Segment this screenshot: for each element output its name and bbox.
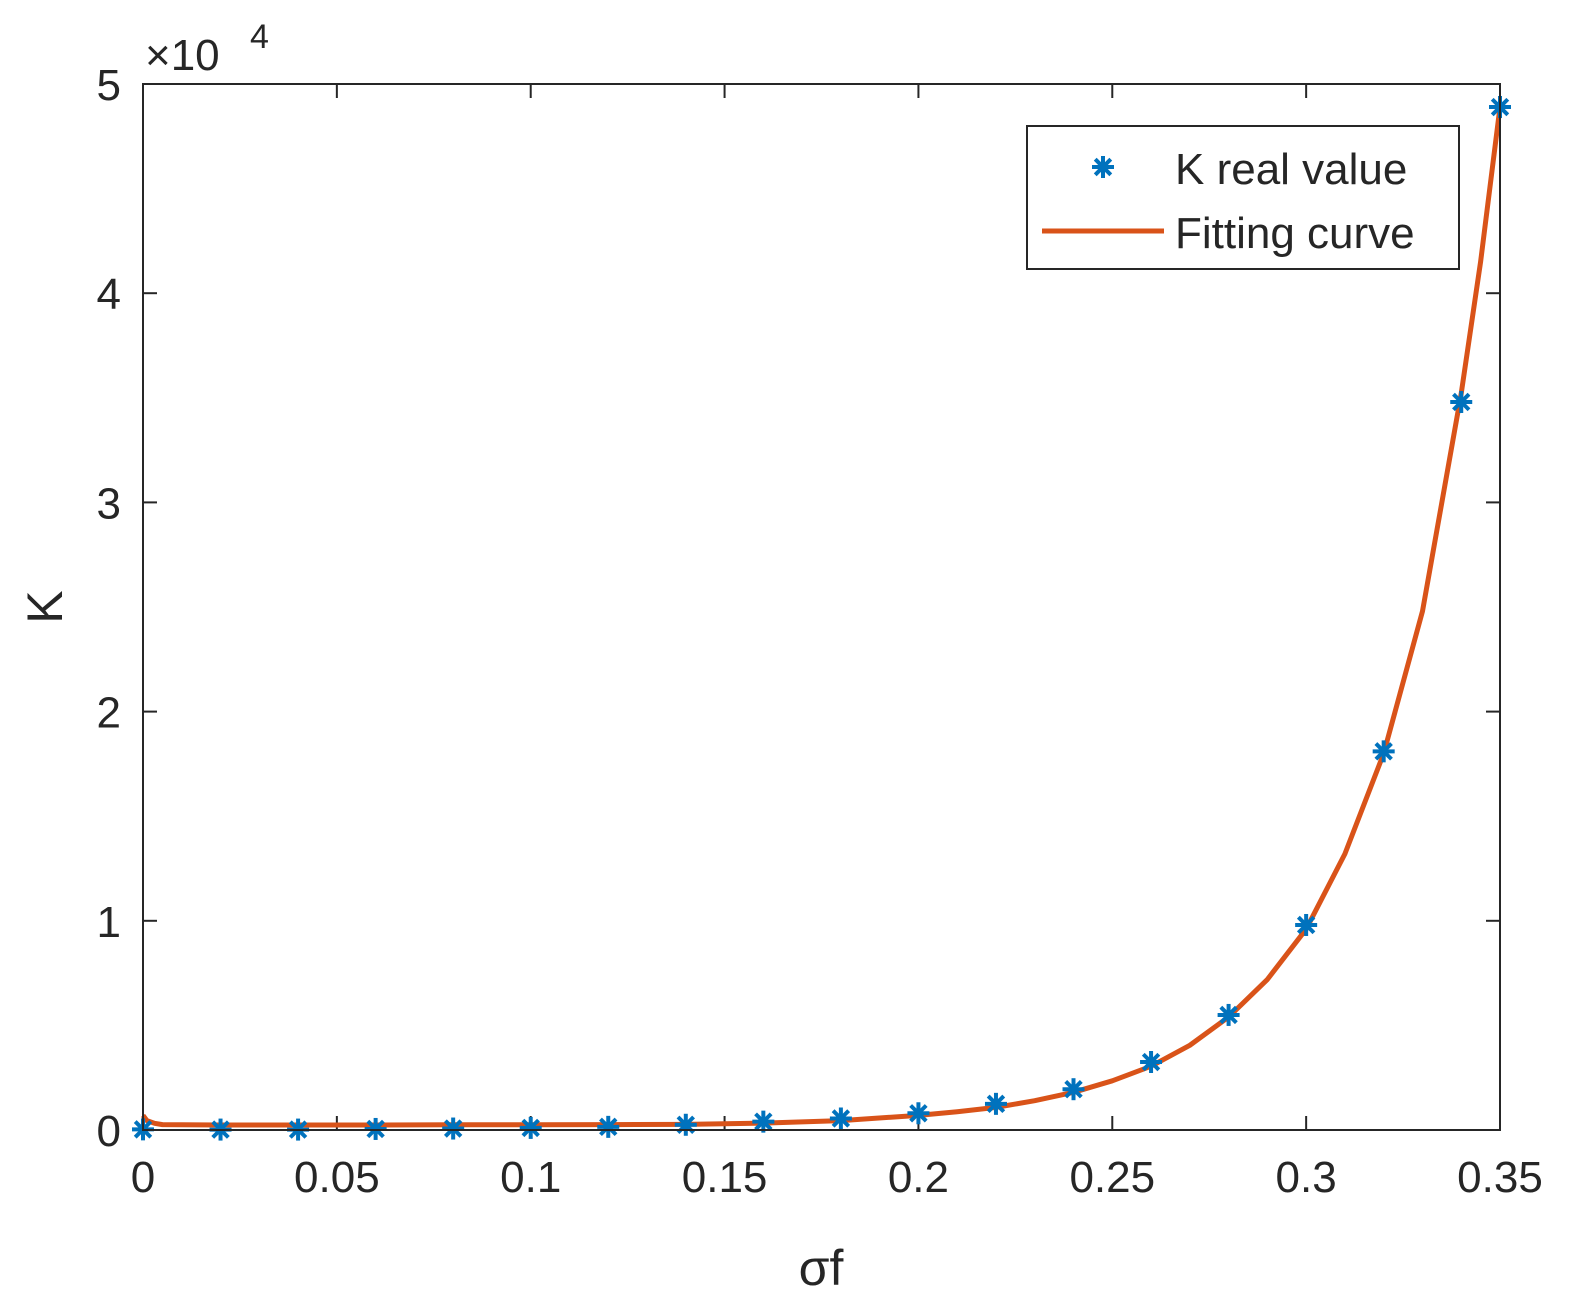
data-point-k-real-value <box>519 1116 542 1139</box>
data-point-k-real-value <box>1450 390 1473 413</box>
legend-label-k-real-value: K real value <box>1175 145 1407 194</box>
y-exponent-base: ×10 <box>145 31 220 80</box>
legend-marker-k-real-value <box>1092 156 1114 178</box>
legend-box <box>1026 125 1460 270</box>
legend-label-fitting-curve: Fitting curve <box>1175 209 1415 258</box>
y-tick-label: 5 <box>97 61 121 110</box>
data-point-k-real-value <box>1140 1051 1163 1074</box>
y-tick-label: 4 <box>97 270 121 319</box>
x-tick-label: 0.2 <box>888 1153 949 1202</box>
y-axis-title: K <box>17 590 73 623</box>
x-axis-title: σf <box>799 1240 844 1296</box>
data-point-k-real-value <box>364 1117 387 1140</box>
y-tick-label: 0 <box>97 1107 121 1156</box>
data-point-k-real-value <box>829 1107 852 1130</box>
data-point-k-real-value <box>984 1092 1007 1115</box>
x-tick-label: 0.3 <box>1276 1153 1337 1202</box>
legend: K real value Fitting curve <box>1026 125 1460 270</box>
data-point-k-real-value <box>674 1113 697 1136</box>
data-point-k-real-value <box>1372 740 1395 763</box>
data-point-k-real-value <box>1295 913 1318 936</box>
y-tick-label: 1 <box>97 898 121 947</box>
y-tick-label: 2 <box>97 689 121 738</box>
y-tick-label: 3 <box>97 479 121 528</box>
data-point-k-real-value <box>597 1115 620 1138</box>
plot-frame <box>142 83 1501 1131</box>
data-point-k-real-value <box>1062 1078 1085 1101</box>
data-point-k-real-value <box>752 1110 775 1133</box>
axis-tick-labels: 0 0.05 0.1 0.15 0.2 0.25 0.3 0.35 0 1 2 3 4 5 <box>97 61 1543 1202</box>
x-tick-label: 0.15 <box>682 1153 768 1202</box>
x-tick-label: 0.1 <box>500 1153 561 1202</box>
x-tick-label: 0 <box>131 1153 155 1202</box>
data-point-k-real-value <box>1217 1003 1240 1026</box>
y-exponent-label: ×10 4 <box>145 18 269 80</box>
legend-marker-asterisk <box>1092 156 1114 178</box>
x-tick-label: 0.25 <box>1069 1153 1155 1202</box>
x-tick-label: 0.05 <box>294 1153 380 1202</box>
data-point-k-real-value <box>442 1117 465 1140</box>
data-point-k-real-value <box>907 1102 930 1125</box>
series-layer <box>132 96 1511 1141</box>
x-tick-label: 0.35 <box>1457 1153 1543 1202</box>
y-exponent-power: 4 <box>250 18 269 56</box>
